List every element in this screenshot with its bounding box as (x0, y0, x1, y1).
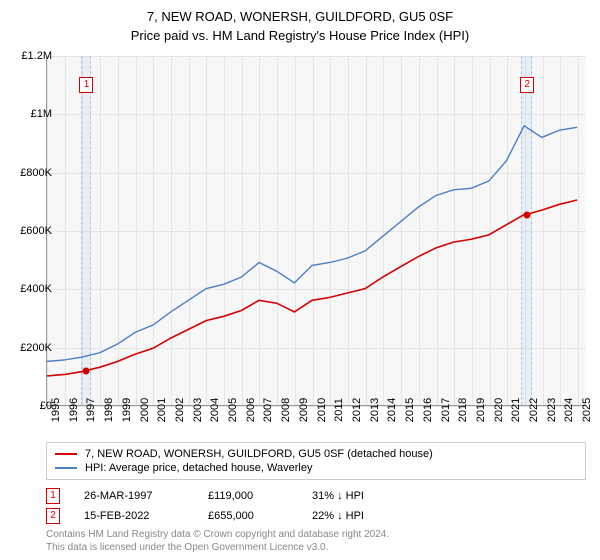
legend-label: 7, NEW ROAD, WONERSH, GUILDFORD, GU5 0SF… (85, 448, 433, 460)
chart-subtitle: Price paid vs. HM Land Registry's House … (0, 26, 600, 43)
event-price: £655,000 (208, 510, 288, 522)
event-marker-box: 1 (46, 488, 60, 504)
event-price: £119,000 (208, 490, 288, 502)
legend-label: HPI: Average price, detached house, Wave… (85, 462, 312, 474)
footer-attribution: Contains HM Land Registry data © Crown c… (46, 528, 389, 554)
series-line-hpi (47, 126, 577, 362)
footer-line-2: This data is licensed under the Open Gov… (46, 541, 389, 554)
chart-container: 7, NEW ROAD, WONERSH, GUILDFORD, GU5 0SF… (0, 0, 600, 560)
event-date: 15-FEB-2022 (84, 510, 184, 522)
chart-marker-box: 2 (520, 77, 534, 93)
legend-item: 7, NEW ROAD, WONERSH, GUILDFORD, GU5 0SF… (55, 447, 577, 461)
series-line-price_paid (47, 200, 577, 376)
event-date: 26-MAR-1997 (84, 490, 184, 502)
chart-marker-dot (524, 211, 531, 218)
footer-line-1: Contains HM Land Registry data © Crown c… (46, 528, 389, 541)
chart-marker-box: 1 (79, 77, 93, 93)
event-diff: 22% ↓ HPI (312, 510, 412, 522)
event-marker-box: 2 (46, 508, 60, 524)
event-row: 2 15-FEB-2022 £655,000 22% ↓ HPI (46, 506, 586, 526)
legend-item: HPI: Average price, detached house, Wave… (55, 461, 577, 475)
chart-lines-svg (47, 56, 586, 405)
legend-swatch (55, 467, 77, 469)
legend-swatch (55, 453, 77, 455)
chart-title: 7, NEW ROAD, WONERSH, GUILDFORD, GU5 0SF (0, 0, 600, 26)
chart-marker-dot (83, 368, 90, 375)
event-table: 1 26-MAR-1997 £119,000 31% ↓ HPI 2 15-FEB-202… (46, 486, 586, 526)
event-row: 1 26-MAR-1997 £119,000 31% ↓ HPI (46, 486, 586, 506)
plot-area: 12 (46, 56, 586, 406)
event-diff: 31% ↓ HPI (312, 490, 412, 502)
legend-box: 7, NEW ROAD, WONERSH, GUILDFORD, GU5 0SF… (46, 442, 586, 480)
